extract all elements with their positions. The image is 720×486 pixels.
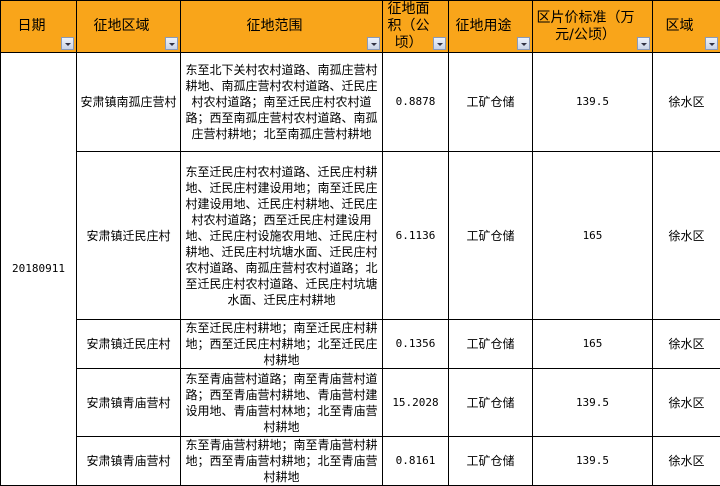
range-cell[interactable]: 东至迁民庄村农村道路、迁民庄村耕地、迁民庄村建设用地；南至迁民庄村建设用地、迁民… [181, 152, 383, 320]
area-cell[interactable]: 安肃镇青庙营村 [77, 437, 181, 486]
district-cell[interactable]: 徐水区 [653, 369, 720, 437]
filter-dropdown-icon[interactable] [165, 37, 178, 50]
filter-dropdown-icon[interactable] [433, 37, 446, 50]
range-cell[interactable]: 东至迁民庄村耕地；南至迁民庄村耕地；西至迁民庄村耕地；北至迁民庄村耕地 [181, 320, 383, 369]
use-cell[interactable]: 工矿仓储 [449, 369, 533, 437]
header-label: 征地范围 [247, 18, 303, 34]
header-label: 征地区域 [94, 18, 150, 34]
header-row: 日期 征地区域 征地范围 征地面积（公顷） 征地用途 区片价标准（万元/公顷） … [1, 1, 720, 53]
table-row: 20180911 安肃镇南孤庄营村 东至北下关村农村道路、南孤庄营村耕地、南孤庄… [1, 53, 720, 152]
header-label: 区片价标准（万元/公顷） [537, 10, 635, 43]
header-use: 征地用途 [449, 1, 533, 53]
size-cell[interactable]: 15.2028 [383, 369, 449, 437]
header-size: 征地面积（公顷） [383, 1, 449, 53]
use-cell[interactable]: 工矿仓储 [449, 53, 533, 152]
header-label: 区域 [666, 18, 694, 34]
header-date: 日期 [1, 1, 77, 53]
area-cell[interactable]: 安肃镇青庙营村 [77, 369, 181, 437]
size-cell[interactable]: 6.1136 [383, 152, 449, 320]
header-price: 区片价标准（万元/公顷） [533, 1, 653, 53]
range-cell[interactable]: 东至北下关村农村道路、南孤庄营村耕地、南孤庄营村农村道路、迁民庄村农村道路；南至… [181, 53, 383, 152]
price-cell[interactable]: 139.5 [533, 53, 653, 152]
filter-dropdown-icon[interactable] [637, 37, 650, 50]
use-cell[interactable]: 工矿仓储 [449, 437, 533, 486]
filter-dropdown-icon[interactable] [61, 37, 74, 50]
use-cell[interactable]: 工矿仓储 [449, 152, 533, 320]
district-cell[interactable]: 徐水区 [653, 152, 720, 320]
district-cell[interactable]: 徐水区 [653, 320, 720, 369]
header-district: 区域 [653, 1, 720, 53]
filter-dropdown-icon[interactable] [517, 37, 530, 50]
table-row: 安肃镇青庙营村 东至青庙营村耕地；南至青庙营村耕地；西至青庙营村耕地；北至青庙营… [1, 437, 720, 486]
district-cell[interactable]: 徐水区 [653, 53, 720, 152]
header-label: 日期 [18, 18, 46, 34]
size-cell[interactable]: 0.8878 [383, 53, 449, 152]
area-cell[interactable]: 安肃镇南孤庄营村 [77, 53, 181, 152]
price-cell[interactable]: 139.5 [533, 437, 653, 486]
filter-dropdown-icon[interactable] [705, 37, 718, 50]
size-cell[interactable]: 0.1356 [383, 320, 449, 369]
area-cell[interactable]: 安肃镇迁民庄村 [77, 152, 181, 320]
table-row: 安肃镇青庙营村 东至青庙营村道路；南至青庙营村道路；西至青庙营村耕地、青庙营村建… [1, 369, 720, 437]
use-cell[interactable]: 工矿仓储 [449, 320, 533, 369]
filter-dropdown-icon[interactable] [367, 37, 380, 50]
price-cell[interactable]: 139.5 [533, 369, 653, 437]
size-cell[interactable]: 0.8161 [383, 437, 449, 486]
price-cell[interactable]: 165 [533, 152, 653, 320]
district-cell[interactable]: 徐水区 [653, 437, 720, 486]
date-cell[interactable]: 20180911 [1, 53, 77, 486]
header-range: 征地范围 [181, 1, 383, 53]
header-label: 征地用途 [456, 18, 512, 34]
range-cell[interactable]: 东至青庙营村道路；南至青庙营村道路；西至青庙营村耕地、青庙营村建设用地、青庙营村… [181, 369, 383, 437]
table-row: 安肃镇迁民庄村 东至迁民庄村耕地；南至迁民庄村耕地；西至迁民庄村耕地；北至迁民庄… [1, 320, 720, 369]
area-cell[interactable]: 安肃镇迁民庄村 [77, 320, 181, 369]
range-cell[interactable]: 东至青庙营村耕地；南至青庙营村耕地；西至青庙营村耕地；北至青庙营村耕地 [181, 437, 383, 486]
table-row: 安肃镇迁民庄村 东至迁民庄村农村道路、迁民庄村耕地、迁民庄村建设用地；南至迁民庄… [1, 152, 720, 320]
price-cell[interactable]: 165 [533, 320, 653, 369]
header-label: 征地面积（公顷） [388, 1, 430, 51]
header-area: 征地区域 [77, 1, 181, 53]
